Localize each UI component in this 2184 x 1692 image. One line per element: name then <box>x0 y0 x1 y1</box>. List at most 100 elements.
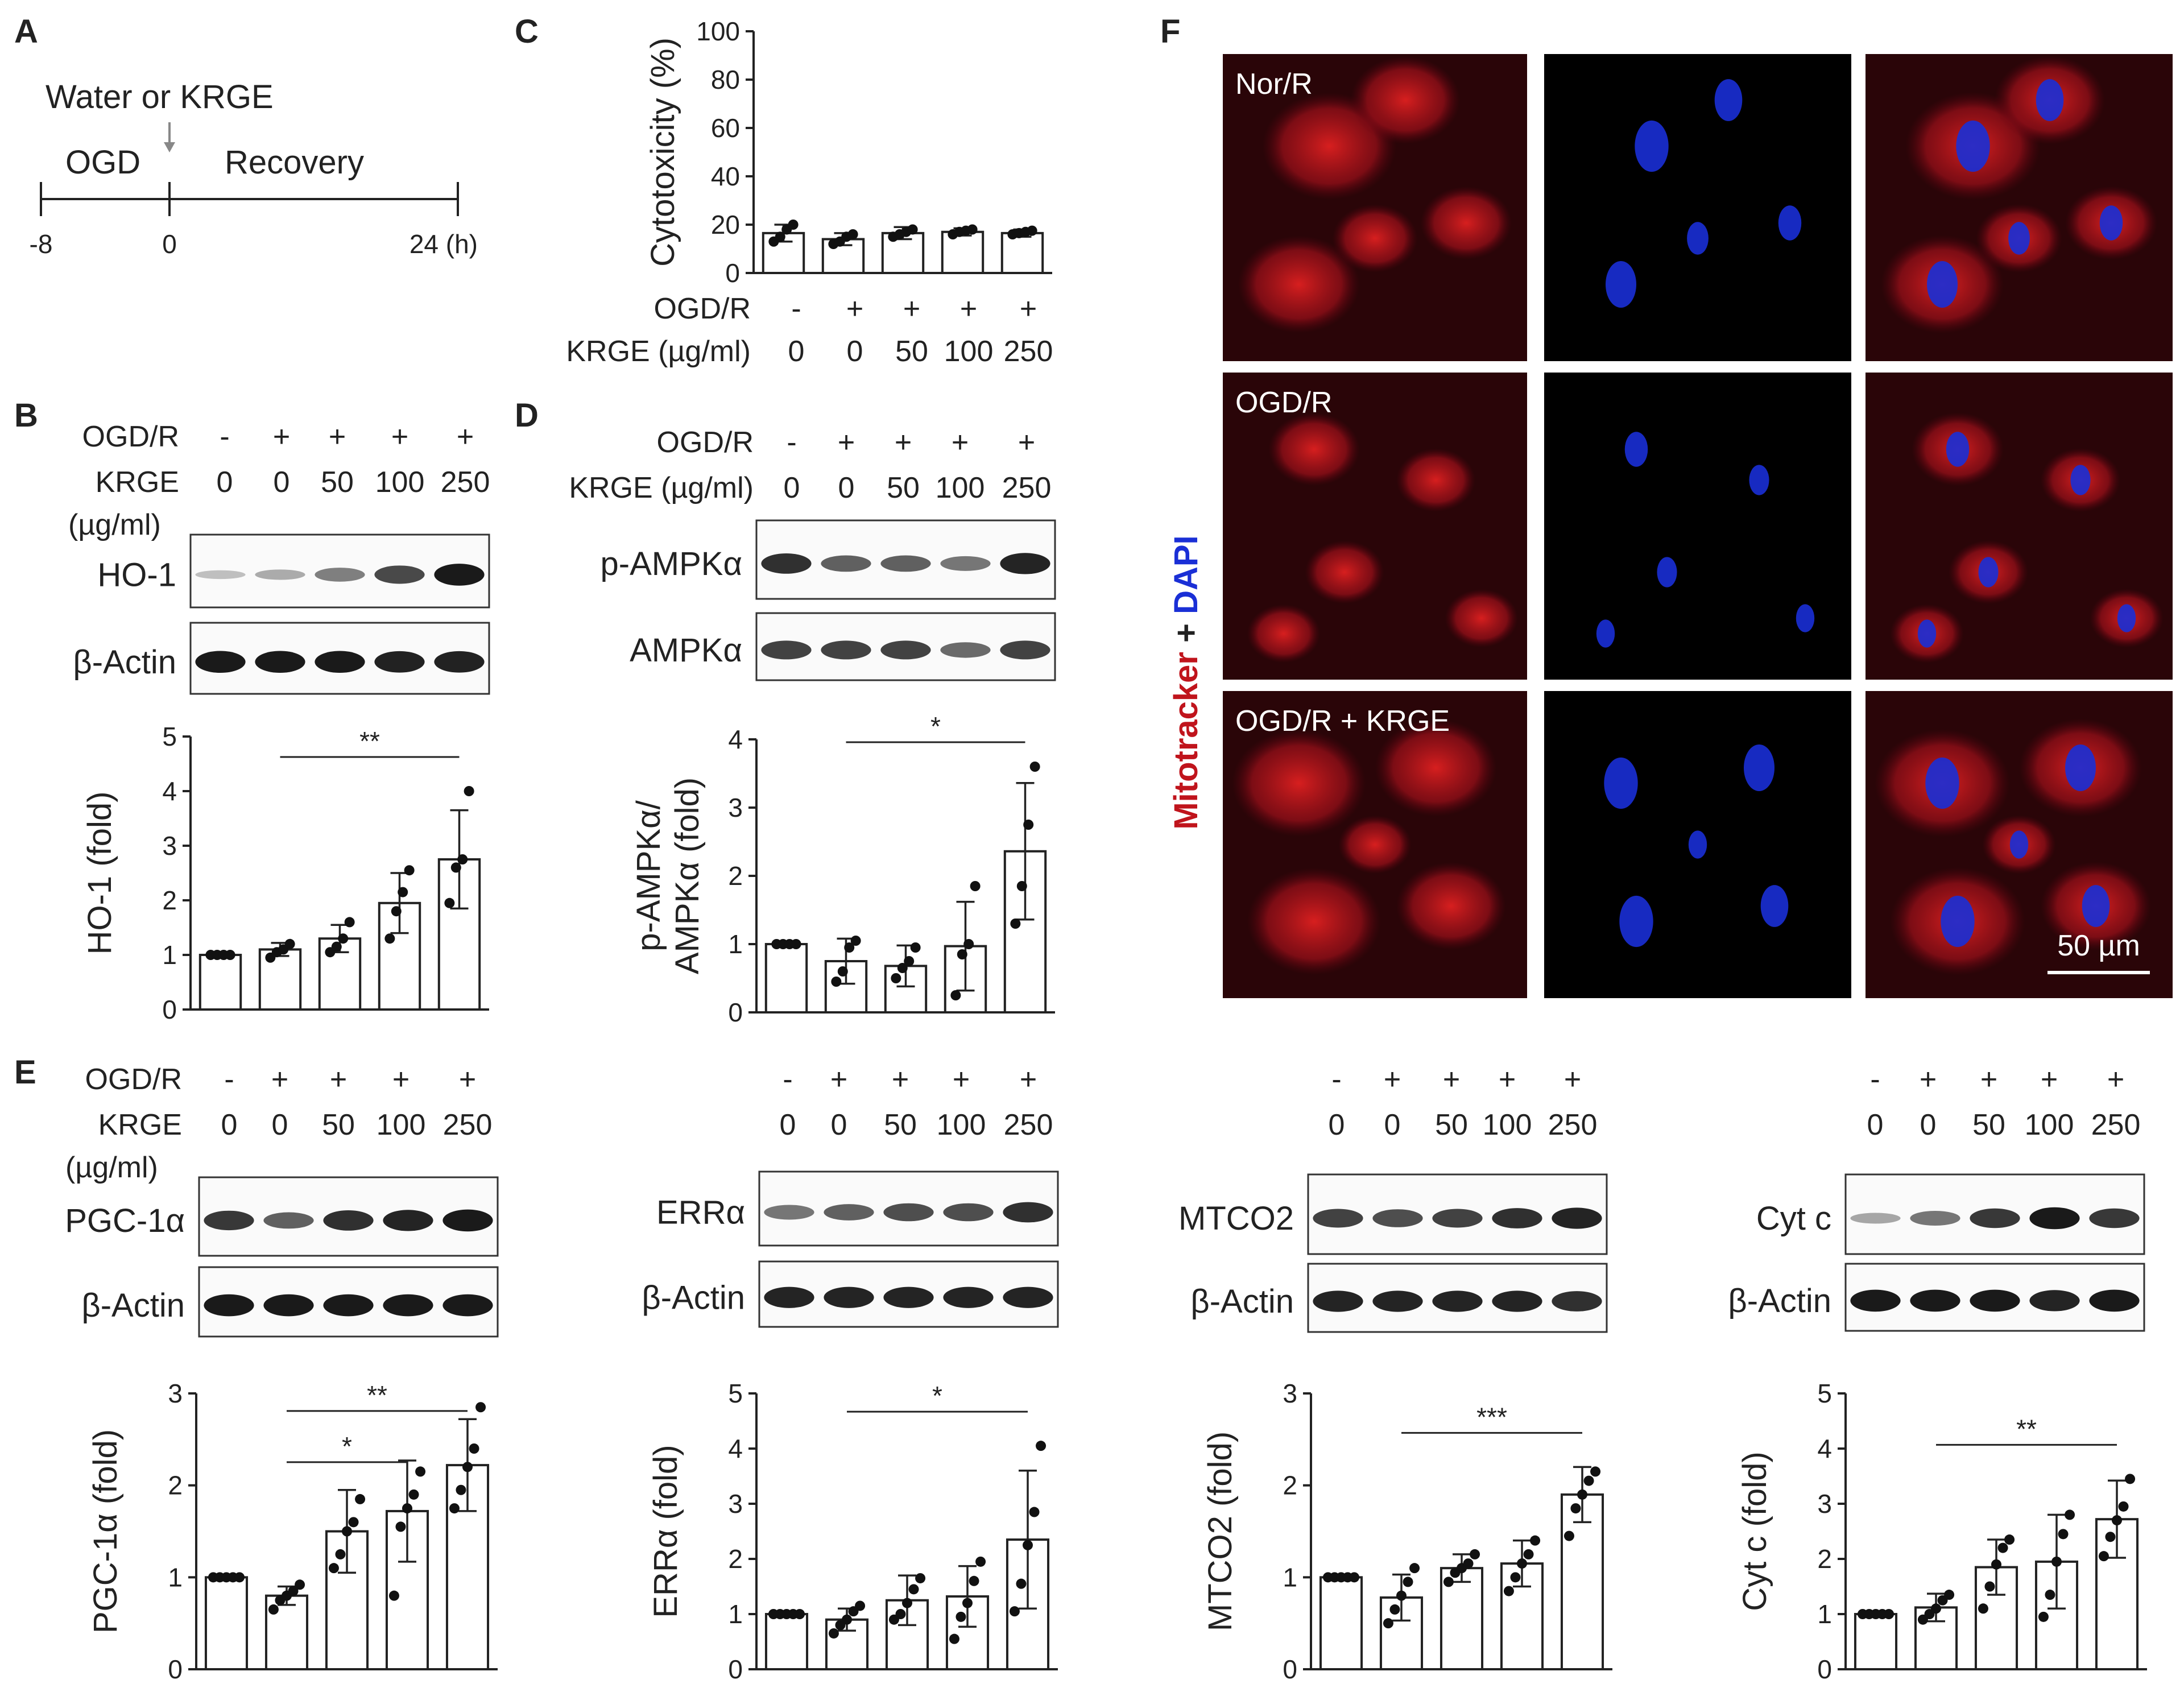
blot-band <box>1000 553 1050 574</box>
significance-label: * <box>930 711 941 741</box>
krge-dose: 0 <box>1920 1108 1937 1141</box>
blot-band <box>761 640 812 660</box>
blot-label: PGC-1α <box>65 1202 185 1239</box>
blot-band <box>761 553 812 574</box>
micro-tile <box>1223 54 1527 361</box>
data-point <box>962 1598 973 1608</box>
data-point <box>331 941 342 952</box>
data-point <box>1517 1558 1527 1569</box>
timeline-diagram: Water or KRGE OGD Recovery -8 0 24 (h) <box>30 78 478 259</box>
significance-label: * <box>342 1432 352 1461</box>
krge-dose: 0 <box>780 1108 796 1141</box>
ogdr-sign: + <box>838 426 855 459</box>
data-point <box>342 1526 352 1537</box>
krge-dose: 250 <box>1004 335 1053 368</box>
b-krge-label: KRGE <box>96 466 179 499</box>
bar <box>204 1576 249 1670</box>
mitotracker-cell <box>1396 862 1506 950</box>
mitotracker-cell <box>1350 56 1461 144</box>
chart-c: 0 20 40 60 80 100 Cytotoxicity (%) <box>644 16 1052 288</box>
blot-label: MTCO2 <box>1178 1200 1294 1237</box>
blot-band <box>195 651 246 673</box>
blot-band <box>824 1204 874 1221</box>
mitotracker-label: Mitotracker <box>1168 652 1205 830</box>
data-point <box>795 1609 805 1619</box>
blot-band <box>1003 1286 1053 1308</box>
data-point <box>844 942 855 953</box>
y-tick-label: 1 <box>162 940 177 970</box>
blot-band <box>1372 1209 1423 1227</box>
micro-tile <box>1544 691 1851 998</box>
dapi-nucleus <box>1714 79 1743 121</box>
data-point <box>2004 1534 2015 1545</box>
krge-dose: 100 <box>937 1108 986 1141</box>
krge-dose: 50 <box>884 1108 917 1141</box>
dapi-nucleus <box>2008 222 2030 255</box>
data-point <box>288 1586 299 1596</box>
y-axis-label: ERRα (fold) <box>647 1445 684 1617</box>
bar <box>198 954 242 1011</box>
dapi-nucleus <box>1978 557 1999 588</box>
data-point <box>2098 1551 2109 1562</box>
blot-band <box>821 555 871 572</box>
e1-krge-label: KRGE <box>98 1108 182 1141</box>
ogdr-sign: + <box>329 420 346 453</box>
y-tick-label: 2 <box>728 861 743 891</box>
mitotracker-cell <box>1247 604 1321 663</box>
blot-e2-0: ERRα <box>656 1170 1059 1247</box>
blot-band <box>1492 1208 1542 1228</box>
blot-band <box>263 1294 314 1317</box>
ogdr-sign: - <box>791 292 801 325</box>
data-point <box>1563 1530 1574 1541</box>
y-tick-label: 1 <box>1817 1599 1832 1629</box>
ogdr-sign: + <box>895 426 912 459</box>
dapi-nucleus <box>1941 895 1975 948</box>
y-tick-label: 1 <box>728 929 743 959</box>
data-point <box>910 942 921 953</box>
blot-label: β-Actin <box>1190 1283 1294 1320</box>
dapi-nucleus <box>1760 885 1789 927</box>
krge-dose: 0 <box>274 466 290 499</box>
c-condition-values: - 0 +0 +50 +100 +250 <box>788 292 1053 368</box>
micro-tile <box>1866 54 2173 361</box>
ogdr-sign: - <box>224 1063 234 1096</box>
blot-band <box>255 651 305 673</box>
data-point <box>1389 1604 1400 1615</box>
mitotracker-cell <box>1305 540 1384 604</box>
blot-band <box>2089 1208 2140 1228</box>
data-point <box>915 1573 926 1583</box>
mitotracker-cell <box>1268 412 1360 486</box>
data-point <box>2045 1590 2055 1600</box>
y-tick-label: 100 <box>696 16 740 46</box>
y-tick-label: 0 <box>728 1654 743 1684</box>
data-point <box>1009 1606 1020 1617</box>
data-point <box>268 1604 279 1615</box>
e2-condition-values: - 0 +0 +50 +100 +250 <box>780 1063 1053 1141</box>
blot-label: β-Actin <box>1728 1283 1831 1319</box>
microscopy-axis-label: Mitotracker + DAPI <box>1168 535 1205 829</box>
blot-band <box>880 555 931 572</box>
mitotracker-cell <box>1396 448 1476 512</box>
blot-label: β-Actin <box>81 1287 185 1324</box>
y-tick-label: 3 <box>162 831 177 861</box>
micro-tile <box>1866 373 2173 680</box>
y-axis-label: PGC-1α (fold) <box>87 1429 124 1633</box>
y-axis-label: Cyt c (fold) <box>1736 1451 1773 1611</box>
blot-band <box>764 1205 814 1220</box>
e1-unit-label: (µg/ml) <box>65 1151 158 1184</box>
data-point <box>449 1503 460 1514</box>
blot-band <box>2089 1289 2140 1312</box>
dapi-nucleus <box>2099 205 2123 241</box>
data-point <box>1470 1549 1480 1559</box>
blot-band <box>1850 1213 1901 1224</box>
micro-tile-bg <box>1544 373 1851 680</box>
blot-band <box>442 1294 493 1317</box>
ogdr-sign: + <box>1018 426 1035 459</box>
krge-dose: 100 <box>1483 1108 1532 1141</box>
micro-row-label-nor-r: Nor/R <box>1235 68 1313 101</box>
blot-d-0: p-AMPKα <box>601 519 1056 600</box>
dapi-nucleus <box>1946 432 1970 467</box>
dapi-nucleus <box>1917 619 1937 648</box>
blot-band <box>204 1294 254 1317</box>
data-point <box>2058 1529 2069 1540</box>
